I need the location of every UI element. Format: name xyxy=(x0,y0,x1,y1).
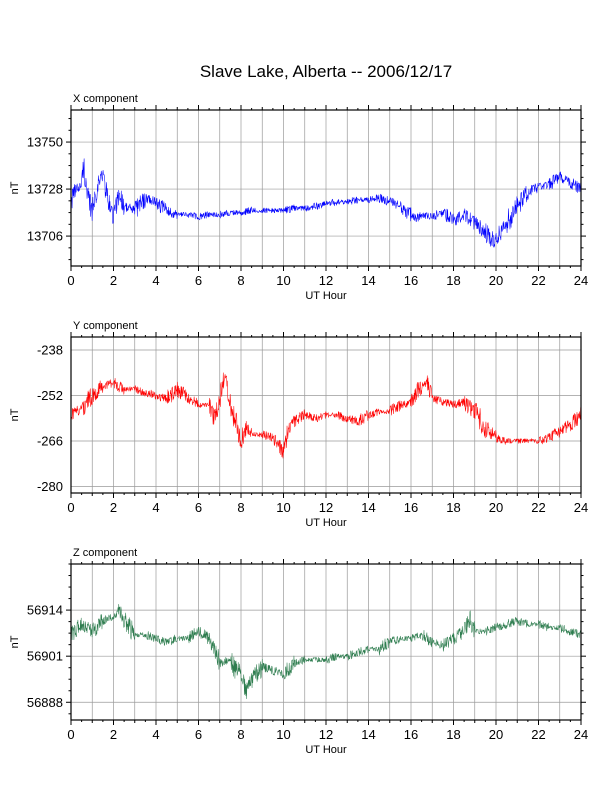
y-x-tick-label: 18 xyxy=(446,500,460,515)
z-x-axis-label: UT Hour xyxy=(305,744,347,756)
x-x-tick-label: 6 xyxy=(195,273,202,288)
z-x-tick-label: 2 xyxy=(110,727,117,742)
z-x-tick-label: 10 xyxy=(276,727,290,742)
y-y-axis-label: nT xyxy=(9,408,21,421)
y-x-tick-label: 8 xyxy=(237,500,244,515)
z-x-tick-label: 6 xyxy=(195,727,202,742)
z-component-trace xyxy=(70,604,582,700)
x-x-tick-label: 18 xyxy=(446,273,460,288)
y-panel-title: Y component xyxy=(73,320,138,332)
z-x-tick-label: 22 xyxy=(531,727,545,742)
x-x-tick-label: 0 xyxy=(67,273,74,288)
y-x-tick-label: 4 xyxy=(152,500,159,515)
x-y-axis-label: nT xyxy=(9,181,21,194)
x-y-tick-label: 13728 xyxy=(27,182,63,197)
x-x-tick-label: 10 xyxy=(276,273,290,288)
x-y-tick-label: 13706 xyxy=(27,229,63,244)
y-y-tick-label: -252 xyxy=(37,388,63,403)
z-x-tick-label: 14 xyxy=(361,727,375,742)
y-x-tick-label: 6 xyxy=(195,500,202,515)
x-x-tick-label: 16 xyxy=(404,273,418,288)
y-x-tick-label: 2 xyxy=(110,500,117,515)
y-x-tick-label: 20 xyxy=(489,500,503,515)
z-y-axis-label: nT xyxy=(9,635,21,648)
y-y-tick-label: -238 xyxy=(37,343,63,358)
x-x-tick-label: 22 xyxy=(531,273,545,288)
z-panel-title: Z component xyxy=(73,547,137,559)
z-y-tick-label: 56888 xyxy=(27,695,63,710)
x-x-tick-label: 14 xyxy=(361,273,375,288)
x-x-tick-label: 4 xyxy=(152,273,159,288)
z-x-tick-label: 18 xyxy=(446,727,460,742)
y-x-tick-label: 24 xyxy=(574,500,588,515)
x-panel-title: X component xyxy=(73,93,138,105)
y-x-axis-label: UT Hour xyxy=(305,517,347,529)
z-y-tick-label: 56914 xyxy=(27,603,63,618)
x-x-tick-label: 2 xyxy=(110,273,117,288)
x-x-tick-label: 8 xyxy=(237,273,244,288)
x-component-trace xyxy=(70,158,582,248)
x-x-axis-label: UT Hour xyxy=(305,290,347,302)
x-y-tick-label: 13750 xyxy=(27,135,63,150)
figure-title: Slave Lake, Alberta -- 2006/12/17 xyxy=(200,62,452,81)
x-x-tick-label: 20 xyxy=(489,273,503,288)
z-x-tick-label: 20 xyxy=(489,727,503,742)
y-x-tick-label: 12 xyxy=(319,500,333,515)
y-y-tick-label: -266 xyxy=(37,434,63,449)
y-x-tick-label: 14 xyxy=(361,500,375,515)
y-component-trace xyxy=(70,372,582,459)
x-x-tick-label: 12 xyxy=(319,273,333,288)
y-x-tick-label: 10 xyxy=(276,500,290,515)
y-y-tick-label: -280 xyxy=(37,479,63,494)
z-x-tick-label: 8 xyxy=(237,727,244,742)
z-x-tick-label: 24 xyxy=(574,727,588,742)
y-x-tick-label: 22 xyxy=(531,500,545,515)
y-x-tick-label: 16 xyxy=(404,500,418,515)
x-x-tick-label: 24 xyxy=(574,273,588,288)
z-y-tick-label: 56901 xyxy=(27,649,63,664)
y-x-tick-label: 0 xyxy=(67,500,74,515)
z-x-tick-label: 12 xyxy=(319,727,333,742)
z-x-tick-label: 16 xyxy=(404,727,418,742)
z-x-tick-label: 0 xyxy=(67,727,74,742)
z-x-tick-label: 4 xyxy=(152,727,159,742)
